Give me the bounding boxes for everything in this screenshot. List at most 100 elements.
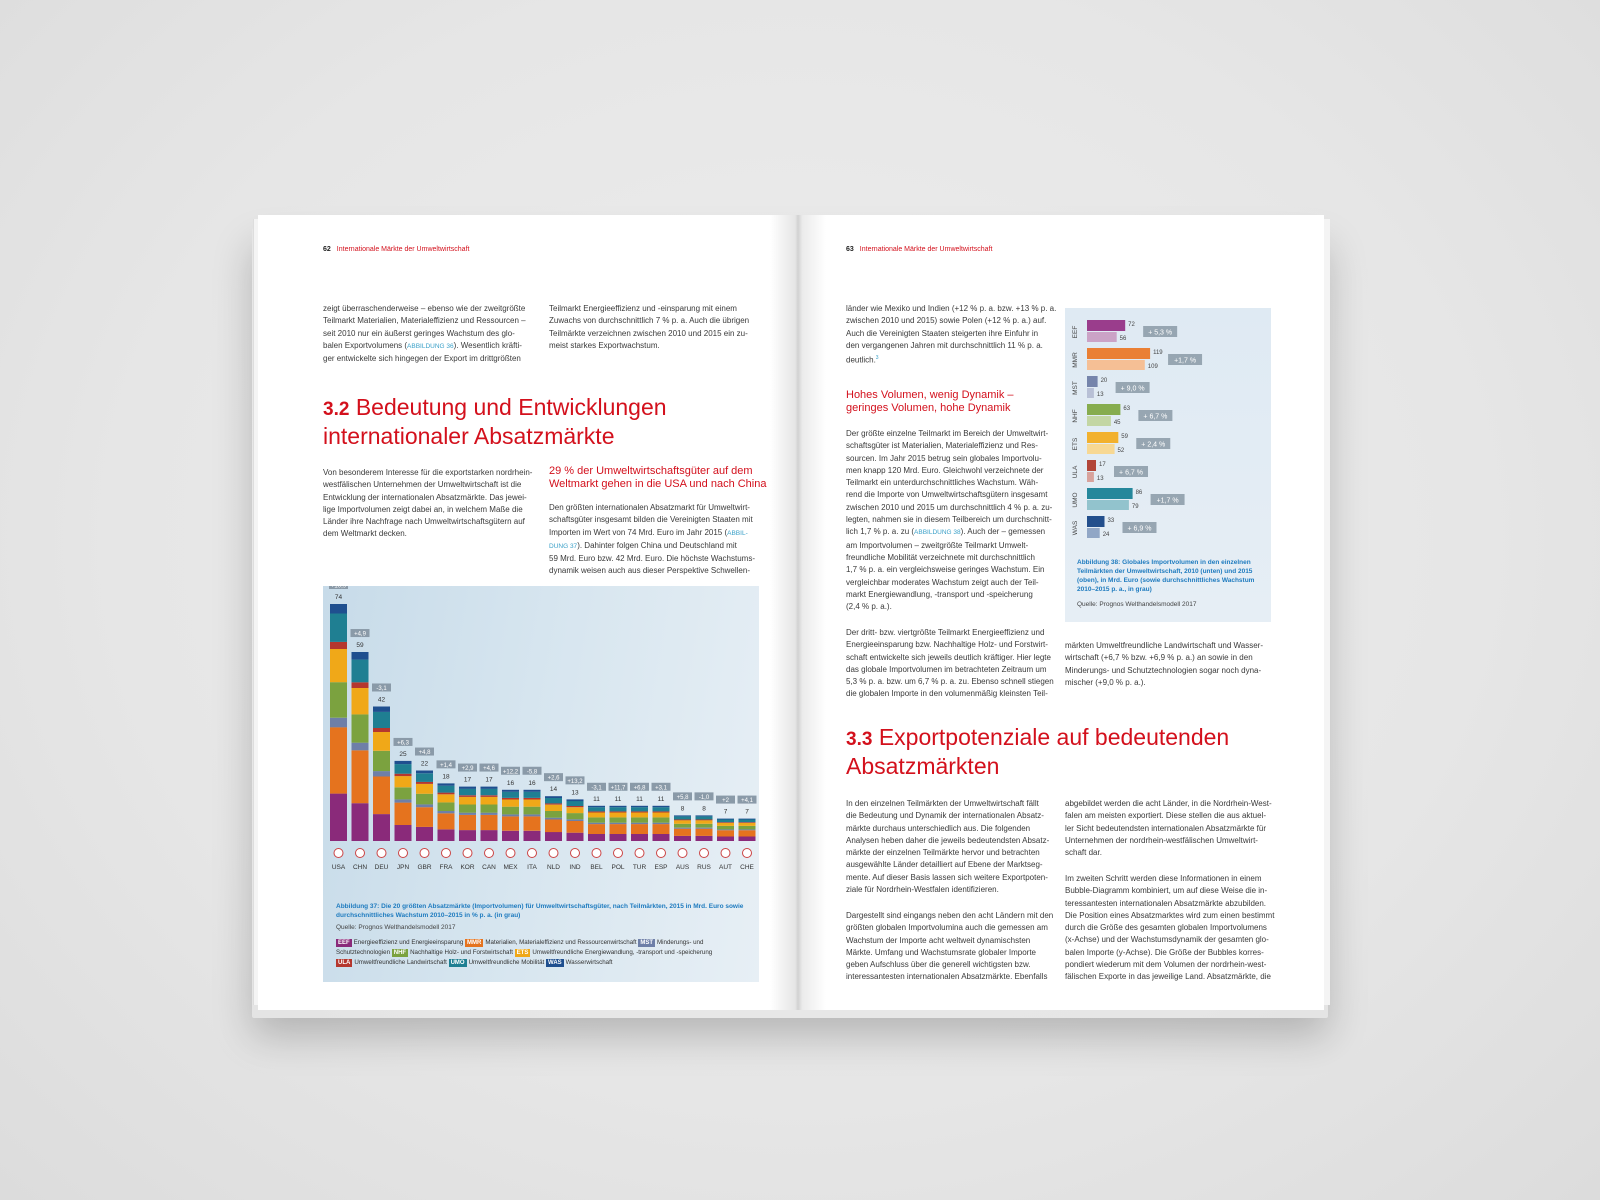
bar-segment <box>674 815 691 817</box>
value-label: 42 <box>378 696 386 703</box>
bar-segment <box>523 806 541 815</box>
text-line: schaft entwickelte sich jeweils deutlich… <box>846 652 1051 662</box>
right-col1-top: länder wie Mexiko und Indien (+12 % p. a… <box>846 303 1061 367</box>
text-line: Von besonderem Interesse für die exports… <box>323 468 533 477</box>
text-line: zeigt überraschenderweise – ebenso wie d… <box>323 304 526 313</box>
text-line: Im zweiten Schritt werden diese Informat… <box>1065 874 1262 883</box>
bar-segment <box>459 814 476 831</box>
flag-icon <box>548 848 559 858</box>
value-label: 11 <box>615 796 622 803</box>
value-label: 11 <box>593 796 600 803</box>
text-line: ziale für Nordrhein-Westfalen identifizi… <box>846 885 999 895</box>
figure-link[interactable]: ABBILDUNG 38 <box>914 529 961 537</box>
growth-badge <box>393 737 413 746</box>
bar-segment <box>459 830 476 841</box>
flag-icon <box>505 848 516 858</box>
figure-link[interactable]: DUNG 37 <box>549 542 578 550</box>
bar-2015 <box>1087 460 1096 471</box>
bar-segment <box>351 682 369 688</box>
bar-segment <box>480 814 498 831</box>
legend-tag: EEF <box>336 939 352 947</box>
growth-label: +1,7 % <box>1174 358 1196 365</box>
bar-2010 <box>1087 388 1094 398</box>
left-col1-top: zeigt überraschenderweise – ebenso wie d… <box>323 303 538 365</box>
text-line: märkte der einzelnen Teilmärkte hervor u… <box>846 848 1040 858</box>
bar-segment <box>459 795 476 797</box>
legend-label: Minderungs- und Schutztechnologien <box>336 939 704 956</box>
bar-segment <box>717 818 734 820</box>
growth-label: +4,8 <box>419 750 432 756</box>
bar-segment <box>609 812 627 818</box>
bar-segment <box>351 687 369 715</box>
growth-badge <box>415 747 434 756</box>
caption-line: Teilmärkten der Umweltwirtschaft, 2010 (… <box>1077 568 1253 575</box>
bar-segment <box>631 805 648 808</box>
bar-segment <box>738 818 756 820</box>
bar-segment <box>609 824 627 834</box>
figure-link[interactable]: ABBIL- <box>727 529 748 537</box>
right-running-header: 63 Internationale Märkte der Umweltwirtsc… <box>846 246 992 253</box>
right-header-title: Internationale Märkte der Umweltwirtscha… <box>859 246 993 253</box>
bar-segment <box>416 793 433 805</box>
section-number: 3.2 <box>323 399 350 420</box>
growth-label: +2 <box>722 798 730 804</box>
text-line: ausgewählte Länder detailliert auf Ebene… <box>846 860 1043 870</box>
country-label: IND <box>569 864 581 871</box>
flag-icon <box>591 848 602 858</box>
bar-segment <box>738 829 756 831</box>
growth-badge <box>1115 382 1150 393</box>
flag-icon <box>742 848 752 858</box>
growth-label: +1,7 % <box>1157 498 1179 505</box>
bar-segment <box>330 727 347 794</box>
bar-segment <box>394 764 412 774</box>
bar-segment <box>394 799 412 803</box>
value-label: 16 <box>507 780 515 787</box>
text-line: Energieeinsparung bzw. Nachhaltige Holz-… <box>846 640 1048 650</box>
bar-segment <box>566 832 584 841</box>
flag-icon <box>376 848 387 858</box>
text-line: men knapp 120 Mrd. Euro. Gleichwohl verz… <box>846 465 1044 475</box>
bar-segment <box>437 802 455 811</box>
value-2010-label: 13 <box>1097 476 1104 482</box>
growth-badge <box>694 792 714 801</box>
value-2015-label: 86 <box>1136 490 1143 496</box>
text-line: (x-Achse) und der Wachstumsdynamik der g… <box>1065 935 1269 945</box>
value-2015-label: 17 <box>1099 462 1106 468</box>
caption-line: Abbildung 38: Globales Importvolumen in … <box>1077 559 1251 566</box>
section-title-line: Exportpotenziale auf bedeutenden <box>878 724 1230 750</box>
right-col2-after-figure: märkten Umweltfreundliche Landwirtschaft… <box>1065 640 1280 689</box>
bar-segment <box>609 822 627 825</box>
growth-badge <box>436 760 456 769</box>
bar-segment <box>695 828 713 836</box>
figure-link[interactable]: ABBILDUNG 36 <box>407 342 454 350</box>
growth-label: -5,8 <box>527 769 538 775</box>
caption-line: 2010–2015 p. a., in grau) <box>1077 586 1152 593</box>
bar-segment <box>717 819 734 823</box>
bar-segment <box>717 822 734 823</box>
growth-label: +6,8 <box>634 785 647 791</box>
bar-segment <box>674 819 691 821</box>
bar-segment <box>459 788 476 796</box>
category-label: ETS <box>1072 437 1079 450</box>
bar-segment <box>566 799 584 802</box>
text-line: abgebildet werden die acht Länder, in di… <box>1065 799 1272 808</box>
bar-segment <box>545 817 562 820</box>
footnote-mark[interactable]: 3 <box>875 355 879 362</box>
right-col1-body2: Der dritt- bzw. viertgrößte Teilmarkt En… <box>846 627 1061 701</box>
bar-segment <box>437 783 455 786</box>
category-label: MMR <box>1072 352 1079 368</box>
flag-icon <box>656 848 666 858</box>
text-line: Entwicklung der internationalen Absatzmä… <box>323 492 527 502</box>
bar-segment <box>373 728 390 732</box>
bar-segment <box>545 811 562 818</box>
bar-segment <box>437 792 455 795</box>
country-label: ESP <box>654 864 667 871</box>
left-page-number: 62 <box>323 246 331 253</box>
value-label: 17 <box>485 777 493 784</box>
text-line: das globale Importvolumen im betrachtete… <box>846 664 1047 674</box>
growth-badge <box>329 586 348 589</box>
bar-segment <box>717 836 734 841</box>
horizontal-bar-chart: EEF 72 56 + 5,3 % MMR 119 109 +1,7 % MST 20 13 + 9,… <box>1072 320 1203 538</box>
figure-37-caption: Abbildung 37: Die 20 größten Absatzmärkt… <box>336 902 751 920</box>
text-line: schaft dar. <box>1065 848 1102 858</box>
